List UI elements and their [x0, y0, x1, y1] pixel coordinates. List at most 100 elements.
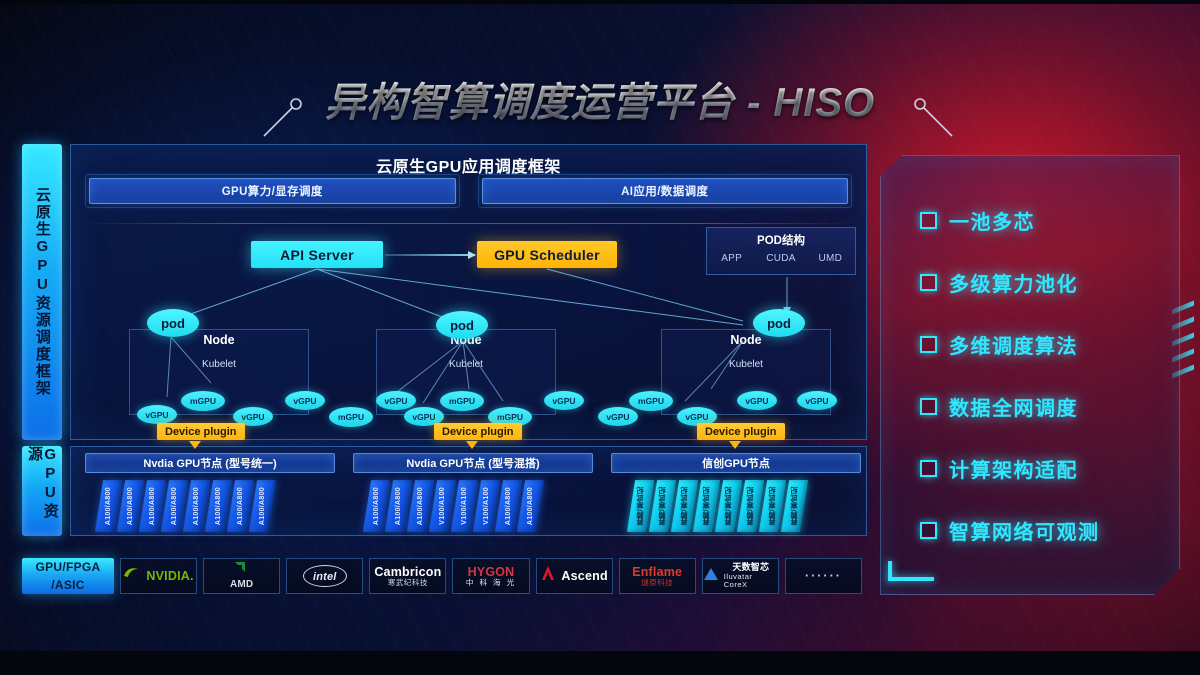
gpu-bubble-vgpu[interactable]: vGPU [233, 407, 273, 426]
vendor-iluvatar-label: 天数智芯 [732, 562, 770, 573]
gpu-scheduler-label: GPU Scheduler [494, 246, 600, 263]
vendor-cambricon-sub: 寒武纪科技 [387, 577, 428, 587]
gpu-card-label: 昇腾/寒武纪 [658, 486, 666, 526]
vendor-enflame-sub: 燧原科技 [641, 577, 674, 587]
gpu-bubble-vgpu[interactable]: vGPU [797, 391, 837, 410]
gpu-bubble-vgpu[interactable]: vGPU [544, 391, 584, 410]
device-plugin-button[interactable]: Device plugin [434, 423, 522, 440]
page-title: 异构智算调度运营平台 - HISO [325, 70, 875, 128]
gpu-card-label: 昇腾/寒武纪 [636, 486, 644, 526]
feature-item[interactable]: 计算架构适配 [920, 437, 1166, 499]
gpu-card-label: A100/A800 [127, 486, 134, 526]
gpu-bubble-label: mGPU [190, 396, 216, 406]
pod-structure-title: POD结构 [757, 235, 805, 247]
panel-side-ribs [1172, 300, 1194, 421]
gpu-card-label: A100/A800 [215, 486, 222, 526]
pod-bubble[interactable]: pod [147, 309, 199, 337]
vendor-cambricon[interactable]: Cambricon 寒武纪科技 [369, 558, 447, 594]
scheduling-framework-frame: 云原生GPU应用调度框架 GPU算力/显存调度 AI应用/数据调度 [70, 144, 867, 449]
vendor-ascend[interactable]: Ascend [535, 558, 613, 594]
gpu-bubble-mgpu[interactable]: mGPU [181, 391, 225, 411]
kubelet-label: Kubelet [729, 359, 763, 370]
gpu-bubble-vgpu[interactable]: vGPU [737, 391, 777, 410]
gpu-bubble-label: vGPU [412, 411, 436, 422]
feature-item-label: 一池多芯 [949, 211, 1035, 234]
device-plugin-button[interactable]: Device plugin [697, 423, 785, 440]
slide-title-bar: 异构智算调度运营平台 - HISO [0, 68, 1200, 137]
panel-corner-accent [888, 561, 892, 581]
gpu-bubble-label: vGPU [685, 411, 709, 422]
gpu-card-label: 昇腾/寒武纪 [724, 486, 732, 526]
feature-item[interactable]: 一池多芯 [920, 189, 1166, 251]
gpu-bubble-vgpu[interactable]: vGPU [285, 391, 325, 410]
feature-item[interactable]: 数据全网调度 [920, 375, 1166, 437]
checkbox-icon [920, 335, 937, 353]
vendor-iluvatar-sub: Iluvatar CoreX [723, 571, 753, 590]
feature-item[interactable]: 多维调度算法 [920, 313, 1166, 375]
sidebar-tab-gpu-resource: GPU资源 [22, 446, 62, 536]
gpu-bubble-vgpu[interactable]: vGPU [376, 391, 416, 410]
vendor-amd[interactable]: AMD [203, 558, 281, 594]
gpu-node-label: 信创GPU节点 [611, 453, 861, 473]
node-title: Node [203, 333, 235, 347]
gpu-card-label: 昇腾/寒武纪 [702, 486, 710, 526]
panel-corner-accent [888, 577, 934, 581]
gpu-bubble-vgpu[interactable]: vGPU [677, 407, 717, 426]
node-group: pod Node Kubelet vGPU mGPU vGPU mGPU vGP… [376, 311, 638, 449]
gpu-card-label: A100/A800 [193, 486, 200, 526]
gpu-card-label: 昇腾/寒武纪 [768, 486, 776, 526]
gpu-scheduler-node[interactable]: GPU Scheduler [477, 241, 617, 268]
gpu-card-label: 昇腾/寒武纪 [746, 486, 754, 526]
pod-bubble-label: pod [450, 317, 474, 333]
gpu-bubble-mgpu[interactable]: mGPU [488, 407, 532, 427]
gpu-resource-frame: Nvdia GPU节点 (型号统一) Nvdia GPU节点 (型号混搭) 信创… [70, 446, 867, 536]
amd-mark-icon [234, 561, 249, 579]
gpu-bubble-mgpu[interactable]: mGPU [329, 407, 373, 427]
nvidia-eye-icon [123, 567, 141, 585]
api-server-node[interactable]: API Server [251, 241, 383, 268]
feature-list: 一池多芯多级算力池化 多维调度算法数据全网调度 计算架构适配智算网络可观测 [920, 189, 1166, 561]
gpu-card-stack: 昇腾/寒武纪 昇腾/寒武纪 昇腾/寒武纪 昇腾/寒武纪 昇腾/寒武纪 昇腾/寒武纪 昇腾/寒… [626, 480, 809, 532]
gpu-bubble-mgpu[interactable]: mGPU [440, 391, 484, 411]
gpu-bubble-vgpu[interactable]: vGPU [598, 407, 638, 426]
vendor-cambricon-label: Cambricon [374, 564, 442, 579]
vendor-header-line1: GPU/FPGA [35, 559, 101, 574]
vendor-enflame[interactable]: Enflame 燧原科技 [618, 558, 696, 594]
vendor-nvidia[interactable]: NVIDIA. [120, 558, 198, 594]
gpu-bubble-vgpu[interactable]: vGPU [137, 405, 177, 424]
gpu-bubble-label: vGPU [805, 395, 829, 406]
ascend-mark-icon [540, 566, 556, 586]
vendor-iluvatar[interactable]: 天数智芯 Iluvatar CoreX [701, 558, 779, 594]
pod-bubble[interactable]: pod [436, 311, 488, 339]
gpu-bubble-mgpu[interactable]: mGPU [629, 391, 673, 411]
device-plugin-label: Device plugin [442, 425, 514, 438]
pod-bubble[interactable]: pod [753, 309, 805, 337]
vendor-header-line2: /ASIC [51, 577, 85, 592]
checkbox-icon [920, 211, 937, 229]
feature-item[interactable]: 智算网络可观测 [920, 499, 1166, 561]
device-plugin-label: Device plugin [705, 425, 777, 438]
kubelet-label: Kubelet [449, 359, 483, 370]
vendor-amd-label: AMD [229, 579, 254, 591]
gpu-card: 昇腾/寒武纪 [780, 480, 809, 532]
gpu-bubble-label: mGPU [338, 412, 364, 422]
feature-item-label: 数据全网调度 [949, 397, 1078, 420]
device-plugin-label: Device plugin [165, 425, 237, 438]
section-divider [81, 223, 856, 224]
device-plugin-button[interactable]: Device plugin [157, 423, 245, 440]
vendor-hygon[interactable]: HYGON 中 科 海 光 [452, 558, 530, 594]
vendor-intel-label: intel [312, 571, 337, 583]
bottom-letterbox [0, 651, 1200, 675]
pod-structure-box: POD结构 APP CUDA UMD [706, 227, 856, 275]
vendor-more[interactable]: ······ [784, 558, 862, 594]
device-plugin-arrow-icon [466, 441, 478, 449]
feature-item[interactable]: 多级算力池化 [920, 251, 1166, 313]
gpu-bubble-vgpu[interactable]: vGPU [404, 407, 444, 426]
vendor-intel[interactable]: intel [286, 558, 364, 594]
sidebar-tab-gpu-resource-label: GPU资源 [26, 446, 59, 520]
scheduling-bar-ai[interactable]: AI应用/数据调度 [477, 174, 852, 208]
scheduling-bar-gpu[interactable]: GPU算力/显存调度 [85, 174, 459, 208]
top-letterbox [0, 0, 1200, 4]
feature-item-label: 计算架构适配 [949, 459, 1078, 482]
